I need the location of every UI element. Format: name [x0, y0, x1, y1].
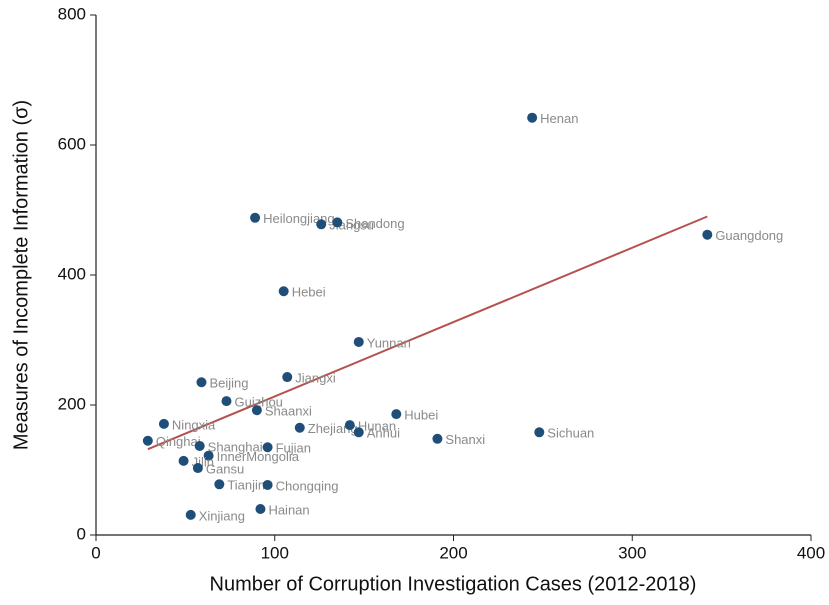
point-label: Hebei	[292, 285, 326, 300]
point	[316, 219, 327, 230]
y-tick-label: 800	[58, 4, 86, 23]
point-label: Sichuan	[547, 426, 594, 441]
point	[203, 450, 214, 461]
x-axis-title: Number of Corruption Investigation Cases…	[210, 573, 697, 595]
point	[255, 504, 266, 514]
x-tick-label: 0	[91, 543, 100, 562]
point-label: Tianjin	[227, 478, 265, 493]
point-label: Guangdong	[715, 228, 783, 243]
point	[278, 286, 289, 297]
point	[196, 377, 207, 388]
point	[192, 463, 203, 474]
point-label: Anhui	[367, 426, 400, 441]
x-tick-label: 100	[261, 543, 289, 562]
y-tick-label: 0	[77, 524, 86, 543]
point-label: Chongqing	[276, 478, 339, 493]
point	[353, 336, 364, 347]
y-tick-label: 600	[58, 134, 86, 153]
point-label: Henan	[540, 111, 578, 126]
point-label: Shanghai	[208, 439, 263, 454]
point	[702, 229, 713, 240]
point	[432, 433, 443, 444]
point	[527, 112, 538, 123]
point-label: Shandong	[345, 216, 404, 231]
trend-line	[147, 215, 708, 451]
point	[194, 440, 205, 451]
point-label: Hunan	[358, 419, 396, 434]
point	[282, 372, 293, 383]
point	[158, 418, 169, 429]
x-tick-label: 300	[618, 543, 646, 562]
point-label: InnerMongolia	[217, 449, 300, 464]
point	[294, 422, 305, 433]
point-label: Fujian	[276, 441, 311, 456]
point-label: Hainan	[268, 502, 309, 517]
y-tick-label: 200	[58, 394, 86, 413]
point-label: Beijing	[209, 376, 248, 391]
point-label: Shaanxi	[265, 404, 312, 419]
point-label: Gansu	[206, 461, 244, 476]
point	[251, 405, 262, 416]
point	[332, 217, 343, 228]
point	[344, 420, 355, 431]
y-axis-title: Measures of Incomplete Information (σ)	[10, 100, 32, 450]
point	[391, 409, 402, 420]
point-label: Guizhou	[234, 395, 282, 410]
point-label: Yunnan	[367, 335, 411, 350]
point	[178, 455, 189, 466]
point-label: Xinjiang	[199, 508, 245, 523]
point	[353, 427, 364, 438]
point	[262, 442, 273, 453]
point-label: Jiangxi	[295, 370, 336, 385]
point-label: Ningxia	[172, 417, 216, 432]
y-tick-label: 400	[58, 264, 86, 283]
x-tick-label: 200	[439, 543, 467, 562]
point	[250, 212, 261, 223]
point	[214, 479, 225, 490]
point	[142, 435, 153, 446]
point-label: Shanxi	[445, 432, 485, 447]
x-tick-label: 400	[797, 543, 825, 562]
point	[262, 479, 273, 490]
point-label: Hubei	[404, 408, 438, 423]
point-label: Qinghai	[156, 434, 201, 449]
point	[221, 396, 232, 407]
point	[185, 509, 196, 520]
point	[534, 427, 545, 438]
